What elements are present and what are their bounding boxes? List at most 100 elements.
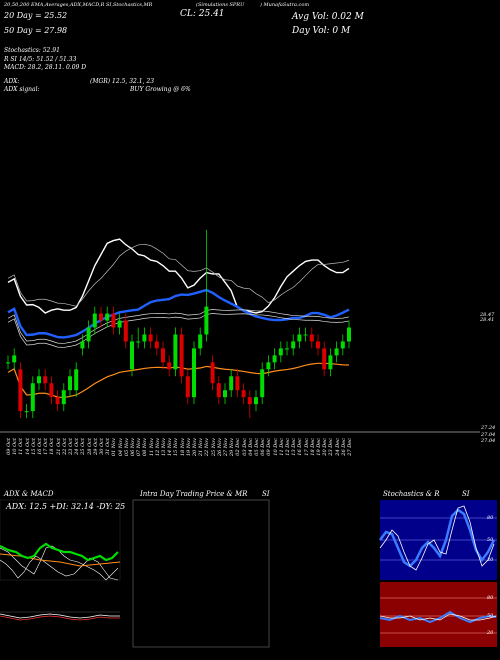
- candle-body: [229, 376, 234, 391]
- candle-body: [235, 376, 240, 391]
- date-tick-label: 26 Dec: [340, 438, 347, 456]
- candle-body: [6, 362, 10, 364]
- date-tick-label: 23 Dec: [328, 438, 335, 456]
- date-tick-label: 14 Oct: [24, 438, 31, 455]
- date-tick-label: 26 Nov: [216, 438, 223, 457]
- candle-body: [210, 362, 215, 384]
- stoch-tick-80: 80: [487, 515, 494, 521]
- ema200-line: [7, 362, 350, 399]
- candle-body: [49, 383, 54, 398]
- candle-body: [18, 369, 23, 412]
- candle-body: [111, 313, 116, 328]
- date-tick-label: 04 Nov: [117, 438, 124, 457]
- stoch-panel-si: SI: [462, 490, 470, 498]
- date-tick-label: 02 Dec: [235, 438, 242, 456]
- candle-body: [148, 334, 153, 342]
- ema-band-lower: [7, 313, 350, 348]
- macd-value: MACD: 28.2, 28.11. 0.09 D: [4, 64, 87, 71]
- candle-body: [136, 341, 141, 343]
- candle-body: [272, 355, 277, 363]
- candle-body: [278, 348, 283, 356]
- price-label-bot-c: 27.04: [481, 438, 496, 444]
- date-tick-label: 18 Nov: [179, 438, 186, 457]
- date-tick-label: 05 Nov: [123, 438, 130, 457]
- candle-body: [340, 341, 345, 349]
- candle-body: [198, 334, 203, 349]
- candle-body: [55, 397, 60, 405]
- ema50-line: [7, 288, 350, 339]
- ema50-value: 50 Day = 27.98: [4, 26, 68, 35]
- candle-body: [297, 334, 302, 342]
- adx-panel-title: ADX & MACD: [4, 490, 54, 498]
- price-label-top-b: 28.41: [480, 317, 495, 323]
- adx-signal: BUY Growing @ 6%: [130, 86, 191, 93]
- candle-body: [68, 376, 72, 391]
- candle-body: [223, 390, 227, 398]
- candle-body: [241, 390, 246, 398]
- rsi-tick-50: 50: [487, 613, 494, 619]
- candle-body: [92, 313, 97, 328]
- header-site: ) MunafaSutra.com: [260, 2, 310, 8]
- date-tick-label: 09 Dec: [266, 438, 273, 456]
- date-tick-label: 15 Nov: [173, 438, 180, 457]
- candle-body: [167, 362, 172, 370]
- candle-body: [161, 348, 165, 363]
- date-tick-label: 24 Dec: [334, 438, 341, 456]
- candle-body: [37, 376, 41, 384]
- stoch-tick-50: 50: [487, 537, 494, 543]
- candle-body: [334, 348, 339, 356]
- date-tick-label: 11 Nov: [148, 438, 155, 457]
- date-tick-label: 18 Oct: [49, 438, 56, 455]
- date-tick-label: 11 Dec: [278, 438, 285, 456]
- candle-body: [12, 355, 17, 363]
- adx-signal-label: ADX signal:: [4, 86, 40, 93]
- candle-body: [309, 334, 314, 342]
- candle-body: [154, 341, 159, 349]
- close-price: CL: 25.41: [180, 9, 225, 19]
- price-label-bot-b: 27.04: [481, 432, 496, 438]
- candle-body: [260, 369, 265, 398]
- adx-mgr: (MGR) 12.5, 32.1, 23: [90, 78, 155, 85]
- candle-body: [30, 383, 35, 412]
- date-tick-label: 12 Nov: [154, 438, 161, 457]
- candle-body: [173, 334, 178, 370]
- candle-body: [43, 376, 48, 384]
- candle-body: [254, 397, 258, 405]
- candle-body: [328, 355, 333, 370]
- rsi-tick-80: 80: [487, 595, 494, 601]
- header-symbol: (Simulations SPRU: [196, 2, 245, 8]
- date-tick-label: 19 Nov: [185, 438, 192, 457]
- date-tick-label: 22 Oct: [61, 438, 68, 455]
- candle-body: [142, 334, 147, 342]
- adx-panel-values: ADX: 12.5 +DI: 32.14 -DY: 25: [6, 502, 126, 511]
- price-label-top-a: 28.47: [480, 312, 495, 318]
- candle-body: [24, 411, 29, 413]
- date-tick-label: 25 Oct: [80, 438, 87, 455]
- date-tick-label: 04 Dec: [247, 438, 254, 456]
- stoch-tick-20: 20: [487, 557, 494, 563]
- date-tick-label: 25 Nov: [210, 438, 217, 457]
- candle-body: [80, 341, 85, 349]
- date-tick-label: 15 Oct: [30, 438, 37, 455]
- date-tick-label: 11 Oct: [18, 438, 25, 455]
- candle-body: [216, 383, 221, 398]
- date-tick-label: 21 Oct: [55, 438, 62, 455]
- candle-body: [117, 320, 122, 328]
- adx-label: ADX:: [4, 78, 20, 85]
- date-tick-label: 29 Oct: [92, 438, 99, 455]
- avg-volume: Avg Vol: 0.02 M: [292, 12, 364, 22]
- stoch-panel-title: Stochastics & R: [383, 490, 440, 498]
- ema-dotted-line: [7, 243, 350, 307]
- candle-body: [347, 327, 351, 342]
- date-tick-label: 17 Dec: [303, 438, 310, 456]
- date-tick-label: 10 Dec: [272, 438, 279, 456]
- candle-body: [291, 341, 296, 349]
- rsi-value: R SI 14/5: 51.52 / 51.33: [4, 56, 77, 63]
- candle-body: [185, 376, 190, 398]
- date-tick-label: 22 Nov: [204, 438, 211, 457]
- date-tick-label: 08 Nov: [142, 438, 149, 457]
- candle-body: [204, 306, 209, 335]
- candle-body: [303, 334, 308, 336]
- candle-body: [316, 341, 320, 349]
